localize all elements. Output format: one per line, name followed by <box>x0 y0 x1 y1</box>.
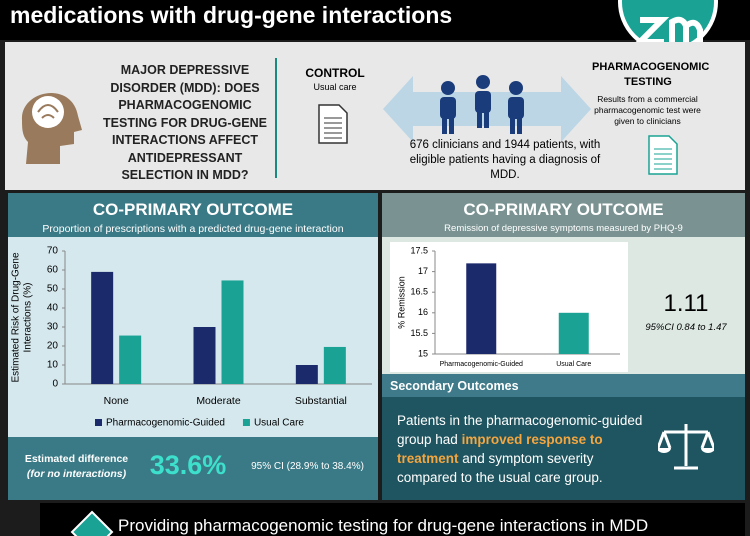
arrow-icon <box>383 75 591 142</box>
question: MAJOR DEPRESSIVE DISORDER (MDD): DOES PH… <box>103 63 267 182</box>
effect-ci: 95%CI 0.84 to 1.47 <box>645 322 727 333</box>
effect: 1.11 <box>663 290 709 317</box>
bar <box>323 346 346 384</box>
x-tick-label: Moderate <box>196 395 241 407</box>
bar <box>558 312 589 354</box>
bar-chart: 15 15.5 16 16.5 17 17.5 % Remission Pharmacogen… <box>390 242 628 372</box>
y-tick-label: 60 <box>47 265 59 276</box>
y-tick-label: 70 <box>47 246 59 257</box>
legend-swatch <box>95 419 102 426</box>
footer-band <box>40 503 745 536</box>
head-icon <box>21 92 82 164</box>
bar <box>193 327 216 384</box>
chart-title: Remission of depressive symptoms measure… <box>444 223 683 234</box>
legend-label: Pharmacogenomic-Guided <box>106 418 225 429</box>
y-tick-label: 16 <box>418 307 428 317</box>
legend-swatch <box>242 419 250 426</box>
y-axis-label: Interactions (%) <box>23 282 34 352</box>
secondary-heading: Secondary Outcomes <box>390 379 519 393</box>
bar <box>119 335 142 384</box>
footer-icon <box>70 510 114 536</box>
y-tick-label: 40 <box>47 303 59 314</box>
control-text: Usual care <box>313 82 357 92</box>
bar-chart: 0 10 20 30 40 50 60 70 Estimated Risk of Drug-Ge… <box>8 237 378 437</box>
footer-text: Providing pharmacogenomic testing for dr… <box>118 516 649 535</box>
intro-band <box>5 42 745 190</box>
x-tick-label: None <box>104 395 129 407</box>
y-tick-label: 16.5 <box>410 287 428 297</box>
bar <box>466 263 497 354</box>
population: 676 clinicians and 1944 patients, with e… <box>409 139 601 181</box>
estimate-box <box>8 437 378 500</box>
document-icon <box>318 104 348 144</box>
document-icon <box>648 135 678 175</box>
chart-title: Proportion of prescriptions with a predi… <box>42 223 344 235</box>
scales-icon <box>658 424 714 470</box>
estimate-note: (for no interactions) <box>26 468 127 480</box>
y-axis-label: % Remission <box>396 276 406 329</box>
secondary-text: Patients in the pharmacogenomic-guided g… <box>397 411 657 487</box>
y-axis-label: Estimated Risk of Drug-Gene <box>11 252 22 382</box>
y-tick-label: 0 <box>52 379 58 390</box>
left-header <box>8 193 378 237</box>
secondary-header <box>382 374 745 397</box>
y-tick-label: 17 <box>418 266 428 276</box>
text: Patients in the pharmacogenomic-guided g… <box>397 413 643 447</box>
right-header <box>382 193 745 237</box>
estimate-value: 33.6% <box>149 450 227 480</box>
bar <box>91 271 114 384</box>
header-title: medications with drug-gene interactions <box>10 2 453 28</box>
y-tick-label: 17.5 <box>410 245 428 255</box>
estimate-ci: 95% CI (28.9% to 38.4%) <box>251 461 364 472</box>
legend-label: Usual Care <box>254 418 304 429</box>
highlight: improved response to treatment <box>397 432 603 466</box>
left-heading: CO-PRIMARY OUTCOME <box>92 200 294 219</box>
pgx-text: Results from a commercial pharmacogenomi… <box>594 94 701 126</box>
y-tick-label: 30 <box>47 322 59 333</box>
estimate-label: Estimated difference <box>24 453 129 465</box>
x-tick-label: Substantial <box>295 395 347 407</box>
right-heading: CO-PRIMARY OUTCOME <box>463 200 664 219</box>
y-tick-label: 15 <box>418 348 428 358</box>
bar <box>295 365 318 384</box>
x-tick-label: Pharmacogenomic-Guided <box>440 361 523 368</box>
control-title: CONTROL <box>305 66 365 80</box>
y-tick-label: 20 <box>47 341 59 352</box>
y-tick-label: 15.5 <box>410 328 428 338</box>
bar <box>221 280 244 384</box>
x-tick-label: Usual Care <box>556 361 591 368</box>
divider <box>275 58 277 178</box>
y-tick-label: 10 <box>47 360 59 371</box>
text: and symptom severity compared to the usu… <box>397 451 603 485</box>
y-tick-label: 50 <box>47 284 59 295</box>
pgx-title: PHARMACOGENOMIC TESTING <box>592 61 710 88</box>
